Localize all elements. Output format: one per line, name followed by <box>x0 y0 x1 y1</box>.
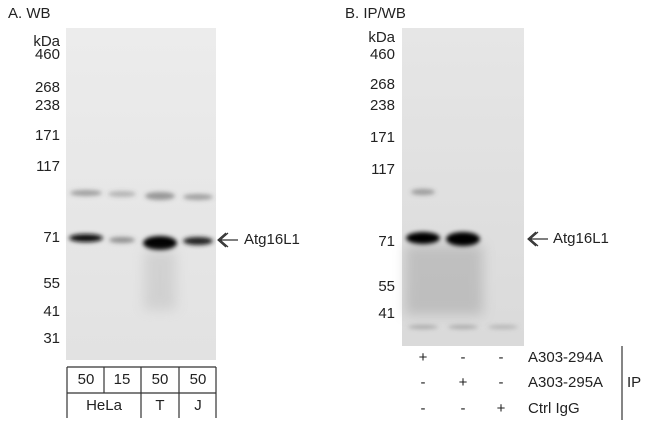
antibody-label: A303-295A <box>528 374 603 391</box>
marker-label: 117 <box>371 161 395 178</box>
ip-label: IP <box>627 374 641 391</box>
marker-label: 460 <box>35 46 60 63</box>
loading-amount: 50 <box>190 371 207 388</box>
panel-title: A. WB <box>8 5 51 22</box>
arrow <box>217 232 238 248</box>
antibody-label: A303-294A <box>528 349 603 366</box>
cell-line: T <box>155 397 164 414</box>
lane-table <box>66 366 217 418</box>
ip-symbol: + <box>419 349 428 366</box>
marker-label: 268 <box>35 79 60 96</box>
ip-symbol: - <box>499 374 504 391</box>
unit-label: kDa <box>33 33 60 50</box>
ip-symbol: + <box>497 400 506 417</box>
marker-label: 55 <box>43 275 60 292</box>
cell-line: J <box>194 397 202 414</box>
ip-symbol: - <box>499 349 504 366</box>
ip-symbol: + <box>459 374 468 391</box>
blot-a <box>66 28 216 360</box>
marker-label: 238 <box>370 97 395 114</box>
marker-label: 238 <box>35 97 60 114</box>
band-label: Atg16L1 <box>244 231 300 248</box>
marker-label: 171 <box>370 129 395 146</box>
marker-label: 171 <box>35 127 60 144</box>
loading-amount: 50 <box>78 371 95 388</box>
panel-title: B. IP/WB <box>345 5 406 22</box>
cell-line: HeLa <box>86 397 123 414</box>
ip-symbol: - <box>461 400 466 417</box>
band-label: Atg16L1 <box>553 230 609 247</box>
ip-symbol: - <box>421 400 426 417</box>
marker-label: 41 <box>43 303 60 320</box>
ip-symbol: - <box>461 349 466 366</box>
marker-label: 31 <box>43 330 60 347</box>
marker-label: 41 <box>378 305 395 322</box>
marker-label: 55 <box>378 278 395 295</box>
marker-label: 460 <box>370 46 395 63</box>
loading-amount: 15 <box>114 371 131 388</box>
blot-b <box>402 28 524 346</box>
ip-symbol: - <box>421 374 426 391</box>
marker-label: 117 <box>36 158 60 175</box>
loading-amount: 50 <box>152 371 169 388</box>
arrow <box>527 231 548 247</box>
unit-label: kDa <box>368 29 395 46</box>
antibody-label: Ctrl IgG <box>528 400 580 417</box>
marker-label: 71 <box>43 229 60 246</box>
marker-label: 268 <box>370 76 395 93</box>
marker-label: 71 <box>378 233 395 250</box>
